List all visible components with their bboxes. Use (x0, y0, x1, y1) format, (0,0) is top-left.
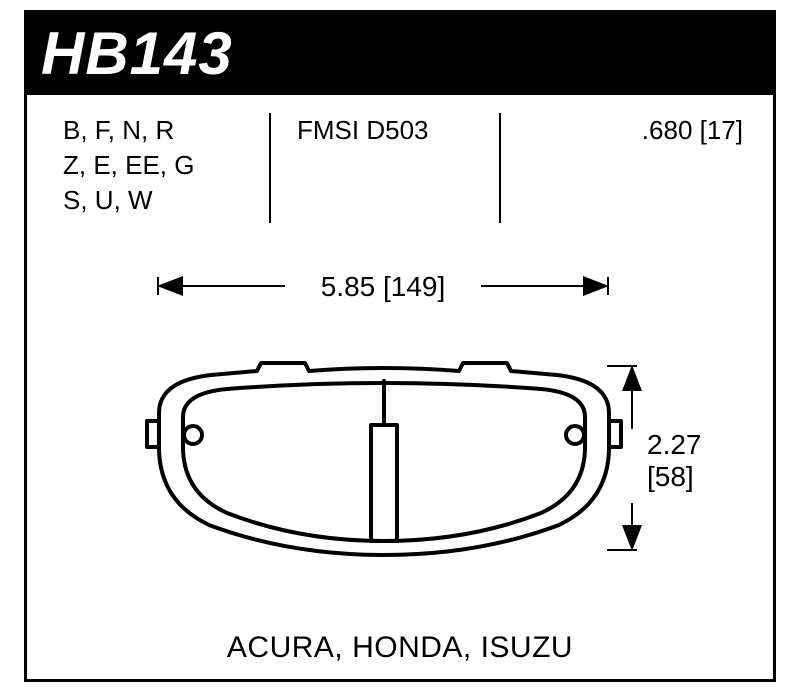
codes-line: Z, E, EE, G (63, 148, 257, 183)
spec-row: B, F, N, R Z, E, EE, G S, U, W FMSI D503… (27, 95, 773, 223)
brake-pad-outline (139, 351, 629, 561)
width-dimension: 5.85 [149] (157, 271, 609, 303)
spec-card: HB143 B, F, N, R Z, E, EE, G S, U, W FMS… (24, 10, 776, 682)
header-bar: HB143 (27, 13, 773, 95)
diagram-area: 5.85 [149] 2.27 [58] (87, 253, 787, 613)
height-in: 2.27 (647, 429, 767, 461)
dim-line (631, 387, 633, 429)
part-number: HB143 (41, 19, 759, 88)
compound-codes: B, F, N, R Z, E, EE, G S, U, W (51, 113, 269, 223)
arrow-right-icon (583, 276, 609, 296)
fmsi-code: FMSI D503 (269, 113, 501, 223)
thickness-value: .680 [17] (501, 113, 749, 223)
codes-line: S, U, W (63, 183, 257, 218)
vehicle-brands: ACURA, HONDA, ISUZU (27, 631, 773, 665)
height-dimension: 2.27 [58] (647, 429, 767, 493)
pad-rivet (184, 426, 202, 444)
pad-center-slot (371, 381, 397, 541)
height-mm: [58] (647, 461, 767, 493)
codes-line: B, F, N, R (63, 113, 257, 148)
dim-line (481, 285, 587, 287)
pad-rivet (566, 426, 584, 444)
